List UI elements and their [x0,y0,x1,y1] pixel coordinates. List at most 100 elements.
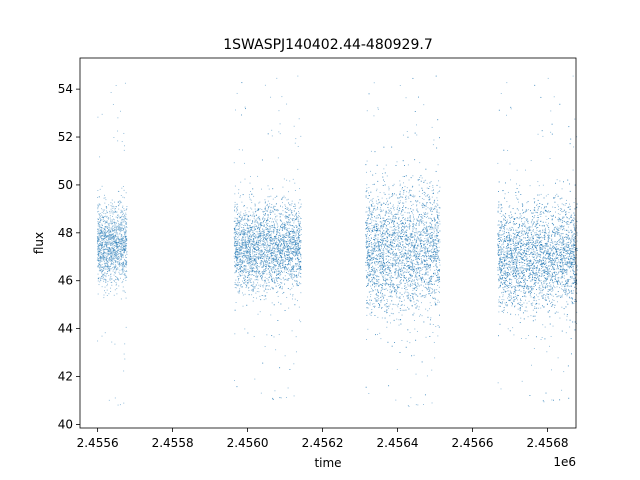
data-point [108,235,110,237]
data-point [265,236,267,237]
data-point [294,240,296,242]
data-point [242,270,244,272]
data-point [251,246,253,248]
data-point [106,257,108,259]
data-point [106,212,108,214]
data-point [255,244,257,246]
data-point [283,261,285,263]
data-point [296,248,298,250]
data-point [118,191,120,192]
data-point [259,262,261,264]
data-point [249,267,251,269]
data-point [99,250,101,252]
data-point [113,265,115,267]
data-point [253,235,255,237]
data-point [238,262,240,263]
data-point [107,281,109,282]
data-point [115,265,117,267]
data-point [234,243,236,245]
data-point [100,235,102,237]
data-point [298,234,300,236]
data-point [262,266,264,268]
data-point [125,192,127,194]
data-point [109,238,111,240]
data-point [263,213,265,215]
data-point [296,217,298,219]
data-point [290,271,292,273]
data-point [111,251,113,253]
data-point [276,209,278,211]
data-point [268,251,270,253]
data-point [109,269,111,271]
data-point [110,244,112,246]
data-point [271,135,273,137]
data-point [280,286,281,288]
data-point [267,256,269,258]
data-point [234,283,236,285]
data-point [105,258,106,260]
data-point [255,220,257,222]
data-point [280,219,282,221]
data-point [257,256,259,258]
data-point [104,263,106,265]
data-point [285,267,287,269]
data-point [101,231,103,233]
data-point [277,273,279,275]
data-point [107,242,109,243]
data-point [285,214,287,216]
data-point [250,259,252,261]
data-point [112,215,113,217]
data-point [253,238,255,240]
data-point [108,222,110,224]
data-point [263,238,264,240]
data-point [116,253,118,255]
data-point [110,263,112,265]
data-point [247,230,249,232]
data-point [111,223,113,225]
data-point [266,204,268,206]
data-point [114,251,116,253]
data-point [259,236,261,238]
data-point [254,211,256,213]
data-point [265,262,267,264]
data-point [294,304,296,306]
data-point [115,230,117,232]
data-point [233,162,235,164]
data-point [295,248,297,249]
data-point [293,242,295,243]
data-point [253,245,255,247]
data-point [236,233,237,235]
data-point [278,248,279,250]
data-point [111,199,113,201]
data-point [121,210,123,212]
data-point [249,233,251,235]
data-point [300,321,302,323]
data-point [99,220,101,222]
data-point [108,229,110,231]
data-point [294,265,296,267]
data-point [108,204,110,206]
data-point [266,241,268,243]
data-point [282,241,284,242]
data-point [115,206,117,208]
data-point [296,218,298,220]
data-point [107,251,109,253]
data-point [122,268,123,270]
data-point [275,258,277,260]
data-point [286,253,287,255]
data-point [234,193,236,195]
data-point [117,221,119,223]
data-point [277,290,279,292]
data-point [118,241,120,243]
data-point [244,238,246,240]
data-point [104,228,106,230]
data-point [257,249,259,250]
data-point [293,270,295,272]
data-point [104,222,106,224]
data-point [125,231,127,233]
data-point [102,267,103,268]
data-point [117,278,118,280]
data-point [125,266,127,268]
data-point [291,225,293,227]
data-point [102,221,104,223]
